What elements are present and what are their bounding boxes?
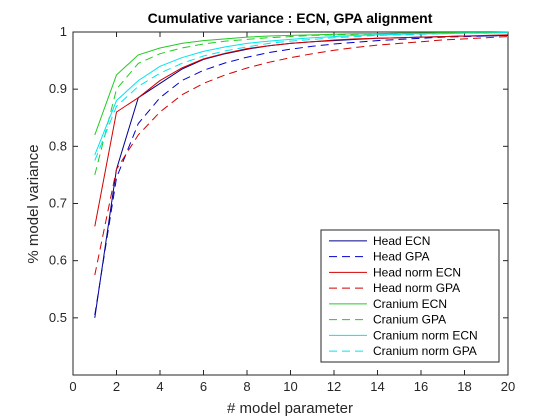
x-tick-label: 0	[69, 379, 76, 394]
y-tick-label: 0.9	[49, 81, 67, 96]
x-axis-label: # model parameter	[227, 400, 353, 417]
x-tick-label: 6	[200, 379, 207, 394]
y-tick-label: 0.5	[49, 310, 67, 325]
y-axis-label: % model variance	[25, 144, 42, 263]
series-group	[94, 31, 509, 318]
x-tick-label: 20	[501, 379, 515, 394]
legend-label: Cranium GPA	[373, 313, 446, 327]
legend-label: Cranium norm GPA	[373, 344, 477, 358]
axis-ticks: 0 2 4 6 8 10 12 14 16 18 20 0.5 0.6 0.7 0.8 0.9 1	[49, 24, 515, 394]
chart-title: Cumulative variance : ECN, GPA alignment	[148, 10, 433, 26]
x-tick-label: 14	[370, 379, 384, 394]
series-line-cranium-norm-gpa	[94, 32, 509, 161]
legend-label: Head norm GPA	[373, 281, 460, 295]
y-tick-label: 0.6	[49, 253, 67, 268]
x-tick-label: 12	[327, 379, 341, 394]
x-tick-label: 4	[156, 379, 163, 394]
legend-box	[320, 229, 500, 363]
legend-label: Head GPA	[373, 250, 429, 264]
series-line-head-norm-gpa	[94, 36, 509, 276]
legend-label: Cranium norm ECN	[373, 328, 478, 342]
series-line-cranium-ecn	[94, 31, 509, 136]
y-tick-label: 1	[60, 24, 67, 39]
x-tick-label: 8	[243, 379, 250, 394]
legend-label: Head norm ECN	[373, 265, 461, 279]
x-tick-label: 2	[113, 379, 120, 394]
x-tick-label: 16	[414, 379, 428, 394]
y-tick-label: 0.7	[49, 196, 67, 211]
legend-label: Cranium ECN	[373, 297, 447, 311]
x-tick-label: 10	[283, 379, 297, 394]
legend-label: Head ECN	[373, 234, 430, 248]
y-tick-label: 0.8	[49, 138, 67, 153]
series-line-head-norm-ecn	[94, 34, 509, 227]
x-tick-label: 18	[457, 379, 471, 394]
series-line-head-gpa	[94, 34, 509, 316]
series-line-cranium-gpa	[94, 32, 508, 176]
